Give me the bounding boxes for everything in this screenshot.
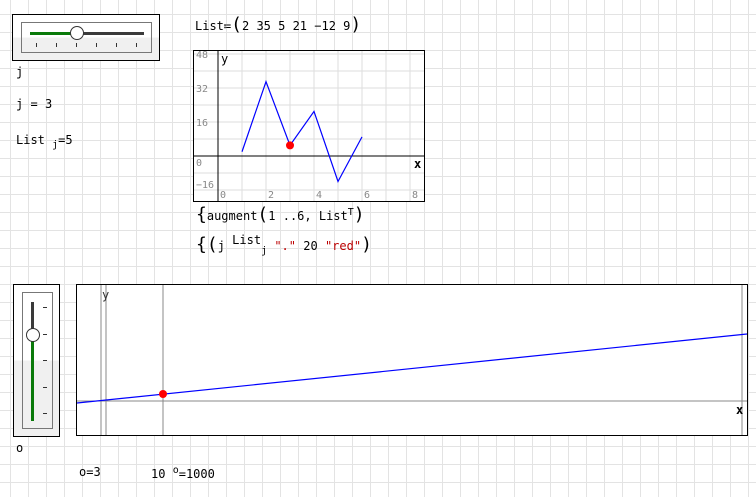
plot-list-expression-1[interactable]: {augment(1 ..6, ListT) [196, 204, 365, 225]
o-result: o=3 [79, 465, 101, 479]
slider-thumb[interactable] [70, 26, 84, 40]
eq: = [178, 467, 186, 481]
expr-j: j [217, 239, 225, 253]
y-tick-label: 16 [196, 118, 208, 129]
list-j-result: List j=5 [16, 133, 73, 150]
slider-j[interactable] [12, 14, 160, 61]
eq: = [58, 133, 66, 147]
transpose: T [347, 207, 354, 218]
marker-point [286, 141, 294, 150]
y-tick-label: 0 [196, 158, 202, 169]
plot-list-canvas: 48 32 16 0 −16 0 2 4 6 8 y x [194, 51, 424, 201]
plot-list-expression-2[interactable]: {(j Listj "." 20 "red") [196, 233, 372, 257]
eq: = [30, 97, 38, 111]
list-value: 35 [249, 19, 271, 33]
y-tick-label: −16 [196, 180, 214, 191]
o-lhs: o [79, 465, 87, 479]
assign-op: ≔ [223, 19, 232, 33]
expr-list: List [232, 233, 262, 247]
slider-o[interactable] [13, 284, 60, 437]
slider-o-label: o [16, 441, 24, 455]
plot-power-canvas: y x [77, 285, 747, 435]
j-lhs: j [16, 97, 24, 111]
list-name: List [16, 133, 45, 147]
x-tick-label: 4 [316, 190, 322, 201]
expr-marker-size: 20 [303, 239, 318, 253]
y-axis-label: y [102, 288, 109, 302]
x-tick-label: 0 [220, 190, 226, 201]
list-definition[interactable]: List≔(2 35 5 21 −12 9) [195, 14, 362, 35]
pow-result: 10 o=1000 [151, 465, 215, 481]
pow-exp: o [172, 465, 179, 476]
plot-list[interactable]: 48 32 16 0 −16 0 2 4 6 8 y x [193, 50, 425, 202]
range: 1 ..6 [268, 209, 305, 223]
slider-thumb[interactable] [26, 328, 40, 342]
series-line [241, 79, 363, 183]
j-result: j = 3 [16, 97, 52, 111]
list-value: 5 [270, 19, 286, 33]
list-def-name: List [195, 19, 224, 33]
list-value: 9 [335, 19, 351, 33]
x-axis-label: x [736, 403, 743, 417]
arg-list: List [318, 209, 348, 223]
series-line [77, 333, 747, 404]
pow-base: 10 [151, 467, 166, 481]
list-value: −12 [307, 19, 336, 33]
expr-list-index: j [261, 245, 268, 257]
fn-augment: augment [206, 209, 258, 223]
x-axis-label: x [414, 157, 421, 171]
list-value: 21 [285, 19, 308, 33]
slider-j-label: j [16, 65, 24, 79]
x-tick-label: 8 [412, 190, 418, 201]
expr-marker-color: "red" [324, 239, 362, 253]
list-values: 2 35 5 21 −12 9 [242, 19, 350, 33]
plot-power[interactable]: y x [76, 284, 748, 436]
y-tick-label: 48 [196, 51, 208, 61]
x-tick-label: 6 [364, 190, 370, 201]
y-tick-label: 32 [196, 84, 208, 95]
x-tick-label: 2 [268, 190, 274, 201]
y-axis-label: y [221, 52, 228, 66]
marker-point [159, 390, 167, 398]
list-index: j [52, 139, 59, 151]
expr-marker-style: "." [274, 239, 297, 253]
eq: = [86, 465, 94, 479]
o-value: 3 [93, 465, 101, 479]
list-j-value: 5 [65, 133, 73, 147]
j-value: 3 [44, 97, 53, 111]
list-value: 2 [241, 19, 250, 33]
separator: , [304, 209, 312, 223]
pow-value: 1000 [185, 467, 215, 481]
